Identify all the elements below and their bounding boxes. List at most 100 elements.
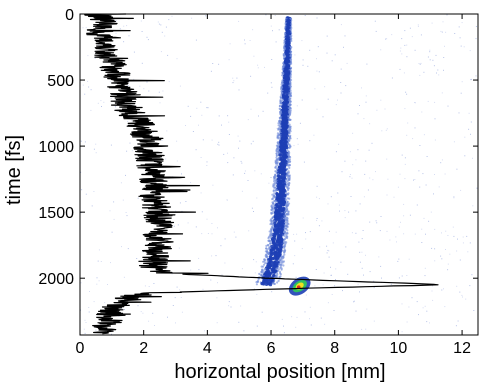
noise-speck bbox=[87, 80, 89, 82]
noise-speck bbox=[401, 331, 403, 333]
noise-speck bbox=[406, 275, 408, 276]
noise-speck bbox=[457, 238, 458, 240]
noise-speck bbox=[458, 26, 460, 28]
noise-speck bbox=[314, 285, 316, 287]
noise-speck bbox=[211, 233, 213, 235]
noise-speck bbox=[441, 159, 443, 161]
noise-speck bbox=[464, 155, 466, 157]
noise-speck bbox=[430, 211, 432, 213]
noise-speck bbox=[158, 23, 160, 25]
noise-speck bbox=[434, 118, 436, 120]
noise-speck bbox=[447, 235, 449, 236]
noise-speck bbox=[357, 113, 359, 115]
noise-speck bbox=[344, 160, 346, 162]
noise-speck bbox=[123, 309, 125, 310]
noise-speck bbox=[387, 178, 389, 180]
noise-speck bbox=[328, 256, 330, 258]
noise-speck bbox=[371, 142, 373, 144]
noise-speck bbox=[406, 44, 408, 46]
noise-speck bbox=[230, 306, 232, 308]
noise-speck bbox=[431, 247, 433, 249]
beam-point bbox=[256, 280, 259, 283]
noise-speck bbox=[361, 328, 363, 330]
noise-speck bbox=[355, 210, 357, 212]
noise-speck bbox=[332, 242, 334, 244]
noise-speck bbox=[425, 233, 426, 235]
noise-speck bbox=[144, 285, 146, 287]
beam-point bbox=[277, 128, 280, 131]
noise-speck bbox=[465, 298, 467, 300]
noise-speck bbox=[369, 221, 371, 223]
noise-speck bbox=[397, 186, 399, 188]
noise-speck bbox=[202, 288, 204, 290]
noise-speck bbox=[414, 179, 416, 180]
noise-speck bbox=[141, 31, 143, 32]
noise-speck bbox=[91, 205, 93, 207]
noise-speck bbox=[247, 119, 249, 121]
noise-speck bbox=[241, 190, 243, 192]
beam-point bbox=[272, 189, 275, 192]
noise-speck bbox=[386, 128, 388, 130]
beam-point bbox=[272, 226, 275, 229]
noise-speck bbox=[244, 43, 246, 45]
noise-speck bbox=[299, 122, 301, 124]
noise-speck bbox=[406, 134, 408, 136]
noise-speck bbox=[316, 219, 318, 221]
noise-speck bbox=[409, 27, 411, 29]
noise-speck bbox=[127, 121, 129, 122]
noise-speck bbox=[422, 173, 424, 175]
noise-speck bbox=[95, 143, 97, 145]
noise-speck bbox=[331, 294, 333, 295]
noise-speck bbox=[313, 134, 315, 136]
noise-speck bbox=[443, 69, 444, 71]
noise-speck bbox=[359, 291, 360, 293]
noise-speck bbox=[401, 303, 403, 305]
noise-speck bbox=[272, 30, 273, 32]
noise-speck bbox=[401, 38, 403, 40]
beam-point bbox=[269, 242, 272, 245]
noise-speck bbox=[345, 85, 347, 87]
noise-speck bbox=[361, 238, 363, 240]
noise-speck bbox=[301, 99, 303, 101]
noise-speck bbox=[407, 122, 409, 124]
noise-speck bbox=[327, 203, 329, 205]
noise-speck bbox=[328, 250, 330, 252]
noise-speck bbox=[142, 312, 144, 314]
plot-frame bbox=[79, 13, 479, 336]
noise-speck bbox=[366, 308, 368, 310]
noise-speck bbox=[97, 102, 99, 104]
noise-speck bbox=[161, 31, 163, 33]
noise-speck bbox=[327, 98, 329, 100]
noise-speck bbox=[416, 204, 418, 206]
noise-speck bbox=[93, 148, 95, 150]
noise-speck bbox=[176, 140, 178, 142]
noise-speck bbox=[128, 81, 130, 83]
noise-speck bbox=[401, 53, 403, 55]
noise-speck bbox=[344, 217, 346, 219]
noise-speck bbox=[376, 222, 378, 224]
noise-speck bbox=[276, 127, 278, 129]
noise-speck bbox=[475, 26, 477, 27]
beam-point bbox=[264, 282, 269, 286]
beam-point bbox=[265, 244, 268, 247]
noise-speck bbox=[324, 86, 326, 88]
noise-speck bbox=[346, 62, 348, 64]
noise-speck bbox=[120, 182, 122, 184]
noise-speck bbox=[468, 112, 470, 114]
noise-speck bbox=[460, 45, 462, 47]
beam-point bbox=[272, 207, 275, 210]
noise-speck bbox=[128, 79, 130, 81]
noise-speck bbox=[115, 106, 116, 108]
noise-speck bbox=[121, 307, 123, 309]
noise-speck bbox=[255, 261, 257, 263]
beam-point bbox=[275, 156, 278, 159]
noise-speck bbox=[351, 232, 353, 234]
noise-speck bbox=[161, 140, 163, 141]
noise-speck bbox=[429, 49, 431, 51]
x-tick-label: 0 bbox=[76, 340, 85, 357]
beam-point bbox=[286, 236, 289, 240]
beam-point bbox=[285, 198, 288, 201]
noise-speck bbox=[355, 159, 357, 161]
noise-speck bbox=[195, 226, 197, 228]
noise-speck bbox=[338, 204, 340, 206]
